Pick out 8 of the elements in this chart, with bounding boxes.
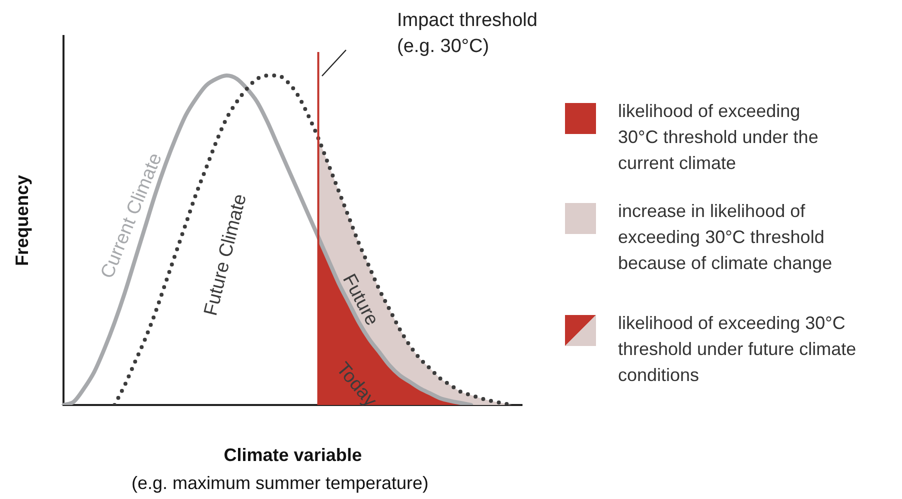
text: Future Climate xyxy=(200,192,251,318)
text: likelihood of exceeding 30°C threshold under the current climate xyxy=(618,100,820,175)
y-axis-title: Frequency xyxy=(12,174,32,266)
text: (e.g. maximum summer temperature) xyxy=(130,472,430,495)
text: increase in likelihood of exceeding 30°C threshold because of climate change xyxy=(618,200,834,275)
x-axis-title: Climate variable xyxy=(224,445,362,466)
text: Impact threshold (e.g. 30°C) xyxy=(397,9,538,59)
text: likelihood of exceeding 30°C threshold under future climate conditions xyxy=(618,312,858,387)
